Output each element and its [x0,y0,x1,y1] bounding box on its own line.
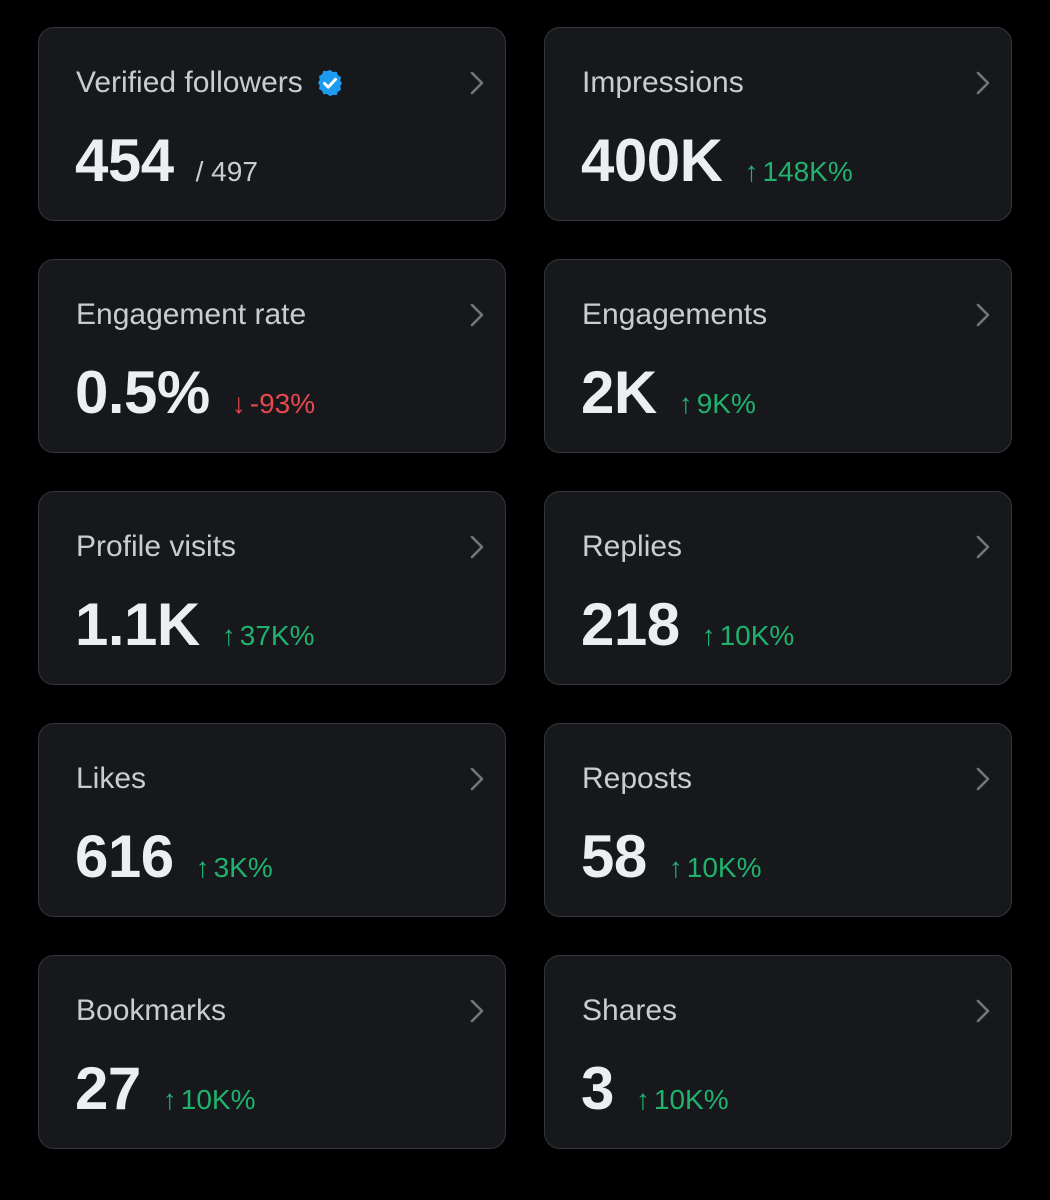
verified-badge-icon [317,69,342,97]
card-label: Profile visits [76,530,237,563]
metric-value: 2K [581,359,657,426]
metric-value: 616 [75,823,174,890]
metric-value: 3 [581,1055,614,1122]
change-value: 148K% [762,156,853,187]
metric-value: 27 [75,1055,141,1122]
metric-total: / 497 [195,156,258,187]
card-metric: 27 ↑ 10K% [75,1054,255,1123]
card-metric: 2K ↑ 9K% [581,358,756,427]
chevron-right-icon [470,303,484,327]
chevron-right-icon [470,999,484,1023]
change-value: 10K% [653,1084,729,1115]
card-label: Shares [582,994,678,1027]
card-label: Verified followers [76,66,345,100]
card-metric: 0.5% ↓ -93% [75,358,315,427]
card-metric: 616 ↑ 3K% [75,822,273,891]
card-label: Engagement rate [76,298,307,331]
metric-change: ↑ 37K% [222,620,315,652]
card-metric: 1.1K ↑ 37K% [75,590,314,659]
arrow-up-icon: ↑ [678,388,693,419]
chevron-right-icon [976,535,990,559]
metrics-grid: Verified followers 454 / 497 Impressions… [38,27,1012,1149]
chevron-right-icon [470,535,484,559]
metric-change: ↑ 10K% [636,1084,729,1116]
chevron-right-icon [976,71,990,95]
metric-change: ↑ 10K% [163,1084,256,1116]
change-value: 10K% [686,852,762,883]
card-engagement-rate[interactable]: Engagement rate 0.5% ↓ -93% [38,259,506,453]
card-label: Bookmarks [76,994,227,1027]
card-engagements[interactable]: Engagements 2K ↑ 9K% [544,259,1012,453]
card-label: Likes [76,762,147,795]
change-value: 37K% [239,620,315,651]
arrow-up-icon: ↑ [635,1084,650,1115]
metric-change: ↑ 148K% [744,156,852,188]
change-value: 10K% [180,1084,256,1115]
chevron-right-icon [470,767,484,791]
card-likes[interactable]: Likes 616 ↑ 3K% [38,723,506,917]
metric-change: ↑ 10K% [669,852,762,884]
card-label: Impressions [582,66,744,99]
metric-value: 218 [581,591,680,658]
chevron-right-icon [976,303,990,327]
arrow-up-icon: ↑ [668,852,683,883]
card-reposts[interactable]: Reposts 58 ↑ 10K% [544,723,1012,917]
card-label-text: Verified followers [76,66,303,99]
metric-change: ↑ 10K% [702,620,795,652]
card-metric: 3 ↑ 10K% [581,1054,729,1123]
card-replies[interactable]: Replies 218 ↑ 10K% [544,491,1012,685]
arrow-down-icon: ↓ [231,388,246,419]
change-value: 9K% [696,388,756,419]
arrow-up-icon: ↑ [701,620,716,651]
arrow-up-icon: ↑ [221,620,236,651]
card-metric: 454 / 497 [75,126,258,195]
card-bookmarks[interactable]: Bookmarks 27 ↑ 10K% [38,955,506,1149]
card-metric: 400K ↑ 148K% [581,126,853,195]
change-value: 10K% [719,620,795,651]
card-metric: 58 ↑ 10K% [581,822,761,891]
card-impressions[interactable]: Impressions 400K ↑ 148K% [544,27,1012,221]
card-profile-visits[interactable]: Profile visits 1.1K ↑ 37K% [38,491,506,685]
card-label: Reposts [582,762,693,795]
metric-value: 400K [581,127,723,194]
change-value: -93% [249,388,316,419]
metric-change: ↑ 3K% [196,852,273,884]
arrow-up-icon: ↑ [195,852,210,883]
metric-change: ↓ -93% [232,388,315,420]
metric-value: 0.5% [75,359,210,426]
metric-value: 454 [75,127,174,194]
card-metric: 218 ↑ 10K% [581,590,794,659]
chevron-right-icon [470,71,484,95]
metric-change: ↑ 9K% [679,388,756,420]
metric-value: 1.1K [75,591,200,658]
card-shares[interactable]: Shares 3 ↑ 10K% [544,955,1012,1149]
chevron-right-icon [976,999,990,1023]
arrow-up-icon: ↑ [162,1084,177,1115]
card-label: Replies [582,530,683,563]
card-label: Engagements [582,298,768,331]
change-value: 3K% [213,852,273,883]
metric-value: 58 [581,823,647,890]
chevron-right-icon [976,767,990,791]
card-verified-followers[interactable]: Verified followers 454 / 497 [38,27,506,221]
arrow-up-icon: ↑ [744,156,759,187]
